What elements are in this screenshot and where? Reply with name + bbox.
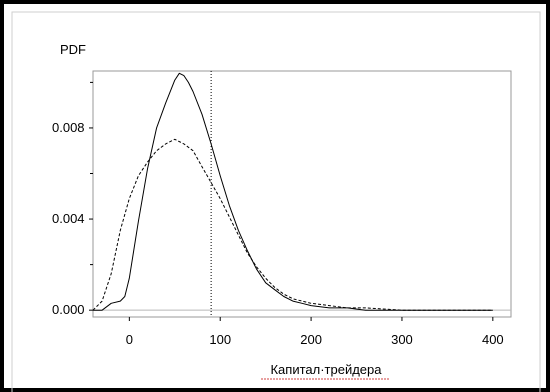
x-tick-label: 100 (209, 332, 231, 347)
x-tick-label: 400 (482, 332, 504, 347)
series-layer (92, 72, 493, 311)
inner-border (11, 11, 541, 392)
y-tick-label: 0.008 (52, 120, 85, 135)
y-ticks: 0.000 0.004 0.008 (52, 81, 93, 317)
y-tick-label: 0.004 (52, 211, 85, 226)
x-ticks: 0 100 200 300 400 (126, 317, 504, 347)
y-axis-label: PDF (60, 42, 86, 57)
x-tick-label: 0 (126, 332, 133, 347)
x-axis-label: Капитал·трейдера (270, 362, 382, 377)
series-line-dashed (92, 138, 493, 311)
x-tick-label: 200 (300, 332, 322, 347)
x-tick-label: 300 (391, 332, 413, 347)
plot-box (92, 70, 512, 318)
y-tick-label: 0.000 (52, 302, 85, 317)
